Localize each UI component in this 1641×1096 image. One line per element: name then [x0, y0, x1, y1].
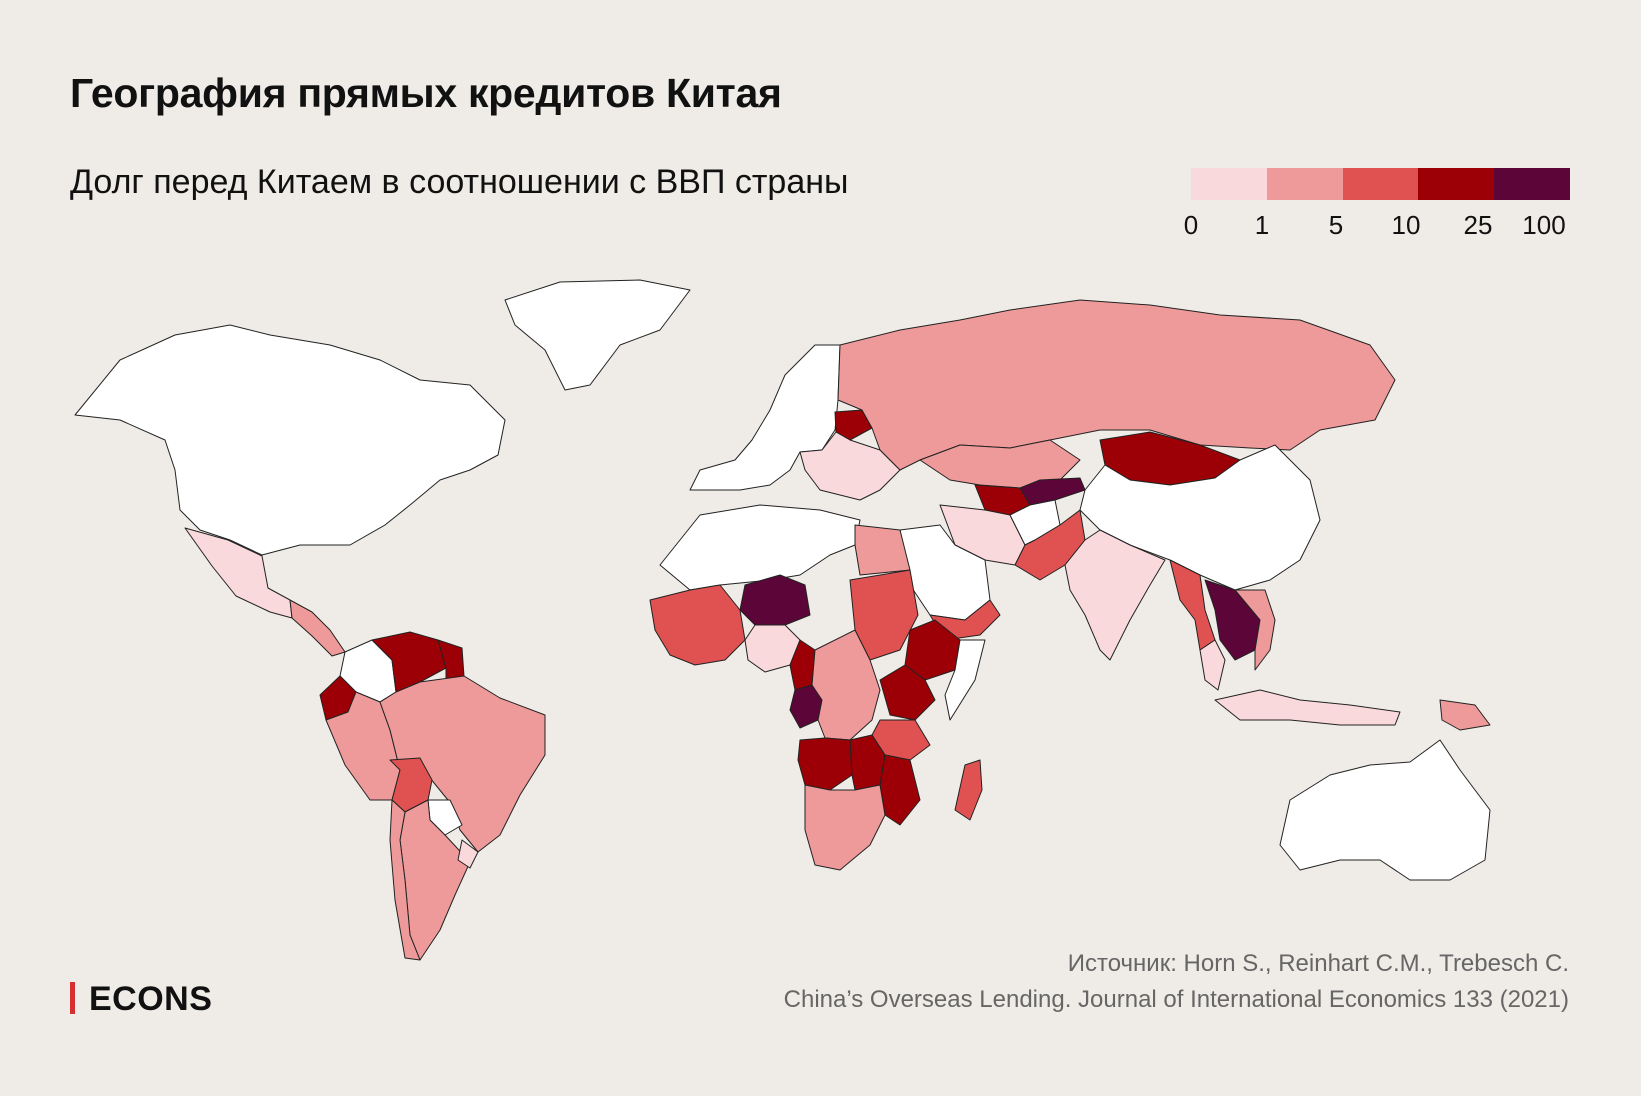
legend-swatch-5-10 — [1342, 168, 1419, 200]
region-mozambique — [879, 754, 921, 826]
brand-name: ECONS — [89, 980, 213, 1018]
region-egypt — [854, 524, 911, 576]
brand-accent-bar — [70, 982, 75, 1014]
region-kenya — [879, 664, 936, 721]
legend-label-10: 10 — [1391, 210, 1421, 240]
region-niger — [739, 574, 811, 626]
region-indonesia — [1214, 689, 1401, 726]
region-west-africa — [649, 584, 746, 666]
region-kazakhstan — [919, 439, 1081, 489]
legend-label-5: 5 — [1328, 210, 1344, 240]
region-chile — [389, 799, 421, 961]
region-russia — [837, 299, 1396, 471]
legend-label-25: 25 — [1463, 210, 1493, 240]
legend-label-1: 1 — [1254, 210, 1270, 240]
world-map — [74, 279, 1491, 961]
legend-swatch-0-1 — [1191, 168, 1267, 200]
legend-swatch-25-100 — [1494, 168, 1570, 200]
region-thailand — [1199, 639, 1226, 691]
region-central-america — [289, 599, 346, 657]
map-title: География прямых кредитов Китая — [70, 70, 782, 116]
source-line-2: China’s Overseas Lending. Journal of Int… — [783, 986, 1569, 1013]
region-angola — [797, 737, 853, 791]
region-belarus — [834, 409, 873, 441]
region-uruguay — [457, 839, 479, 869]
legend-bar — [1191, 168, 1570, 200]
region-vietnam — [1234, 589, 1276, 671]
region-australia — [1279, 739, 1491, 881]
source-note: Источник: Horn S., Reinhart C.M., Trebes… — [784, 946, 1569, 1018]
brand-logo: ECONS — [70, 980, 212, 1019]
region-greenland — [504, 279, 691, 391]
region-somalia — [944, 639, 986, 721]
map-subtitle: Долг перед Китаем в соотношении с ВВП ст… — [70, 163, 849, 201]
region-eastern-europe — [799, 431, 901, 501]
legend-labels: 0 1 5 10 25 100 — [1184, 210, 1570, 250]
region-venezuela — [371, 631, 447, 693]
region-madagascar — [954, 759, 983, 821]
legend-label-100: 100 — [1522, 210, 1566, 240]
region-north-america — [74, 324, 506, 556]
color-legend: 0 1 5 10 25 100 — [1184, 168, 1570, 250]
region-southern-africa — [804, 784, 886, 871]
legend-swatch-10-25 — [1418, 168, 1495, 200]
region-north-africa — [659, 504, 861, 591]
region-india — [1064, 529, 1166, 661]
source-line-1: Источник: Horn S., Reinhart C.M., Trebes… — [1067, 950, 1569, 977]
legend-swatch-1-5 — [1266, 168, 1343, 200]
legend-label-0: 0 — [1183, 210, 1199, 240]
region-papua-new-guinea — [1439, 699, 1491, 731]
